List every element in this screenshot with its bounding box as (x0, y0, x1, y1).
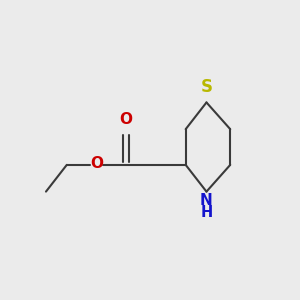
Text: O: O (120, 112, 133, 127)
Text: H: H (200, 205, 213, 220)
Text: S: S (200, 78, 212, 96)
Text: N: N (200, 193, 213, 208)
Text: O: O (90, 156, 103, 171)
